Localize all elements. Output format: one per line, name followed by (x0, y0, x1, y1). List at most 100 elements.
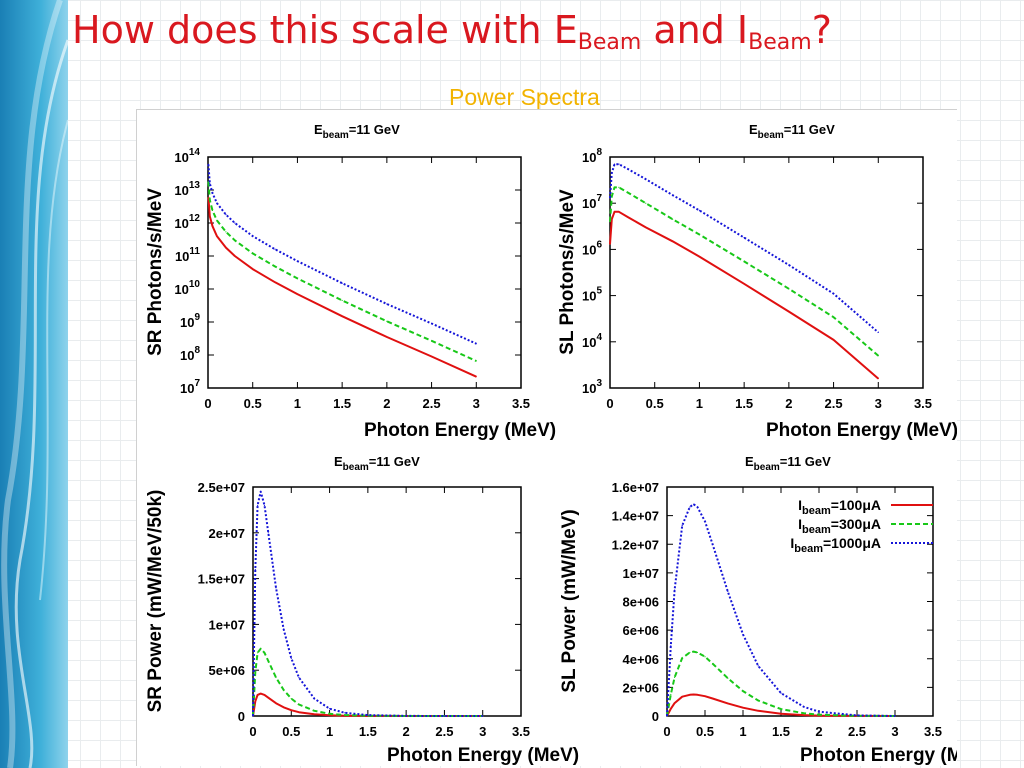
x-tick-label: 1.5 (772, 724, 790, 739)
data-point-red (627, 216, 629, 218)
data-point-red (274, 281, 276, 283)
series-line-blue (252, 490, 483, 717)
y-tick-base: 10 (582, 289, 596, 304)
data-point-red (645, 226, 647, 228)
legend-label-rest: =100μA (831, 497, 881, 513)
x-tick-label: 0.5 (282, 724, 300, 739)
data-point-blue (211, 192, 214, 194)
x-tick-label: 3.5 (914, 396, 932, 411)
data-point-blue (313, 697, 315, 700)
legend-label-sub: beam (802, 505, 831, 517)
legend-label: Ibeam=100μA (798, 497, 881, 517)
data-point-red (743, 283, 745, 285)
y-tick-label: 1.4e+07 (612, 509, 659, 524)
data-point-green (609, 220, 611, 223)
y-tick-label: 106 (582, 239, 602, 257)
data-point-blue (613, 163, 616, 165)
legend-label-main: I (798, 516, 802, 532)
slide-title: How does this scale with EBeam and IBeam… (72, 8, 832, 55)
panel-title: Ebeam=11 GeV (334, 454, 420, 473)
data-point-red (611, 218, 613, 220)
data-point-green (252, 252, 254, 254)
panel-title-main: E (749, 122, 758, 137)
series-line-red (207, 197, 477, 378)
x-tick-label: 2.5 (848, 724, 866, 739)
decorative-wave-band (0, 0, 68, 768)
data-point-blue (252, 715, 254, 717)
data-point-red (672, 240, 674, 242)
data-point-green (344, 714, 346, 716)
panel-title-main: E (334, 454, 343, 469)
data-point-blue (274, 248, 276, 250)
y-tick-exponent: 13 (189, 180, 201, 191)
data-point-blue (267, 532, 269, 534)
x-tick-label: 3.5 (512, 724, 530, 739)
x-tick-label: 3 (473, 396, 480, 411)
data-point-blue (283, 628, 285, 630)
chart-panel-top-left: 0 0.5 1 1.5 2 2.5 3 3.5101410131012101110101091… (145, 122, 556, 441)
y-tick-label: 1.5e+07 (198, 572, 245, 587)
data-point-red (225, 246, 227, 249)
data-point-red (832, 339, 835, 341)
chart-panel-bottom-left: 0 0.5 1 1.5 2 2.5 3 3.5 2.5e+07 2e+07 1.5e+07 1e+07… (145, 454, 579, 766)
chart-panel-top-right: 0 0.5 1 1.5 2 2.5 3 3.5108107106105104103Ebeam=… (557, 122, 957, 441)
data-point-blue (263, 504, 266, 506)
y-tick-label: 104 (582, 332, 602, 350)
data-point-green (742, 690, 744, 692)
data-point-blue (405, 715, 407, 717)
x-tick-label: 0.5 (696, 724, 714, 739)
data-point-blue (894, 715, 896, 717)
x-tick-label: 3.5 (512, 396, 530, 411)
data-point-blue (698, 209, 701, 211)
y-tick-label: 0 (238, 709, 245, 724)
data-point-blue (674, 589, 676, 591)
x-tick-label: 2 (383, 396, 390, 411)
data-point-green (613, 186, 616, 188)
data-point-blue (618, 163, 620, 165)
data-point-green (211, 209, 214, 212)
data-point-green (298, 703, 300, 706)
y-tick-label: 8e+06 (622, 595, 659, 610)
y-tick-label: 2e+07 (208, 526, 245, 541)
data-point-green (780, 708, 782, 710)
panel-title: Ebeam=11 GeV (314, 122, 400, 141)
data-point-red (681, 696, 683, 698)
data-point-red (296, 293, 299, 295)
y-tick-base: 10 (174, 183, 188, 198)
panel-title-sub: beam (758, 130, 784, 141)
y-tick-label: 1010 (174, 279, 200, 297)
data-point-green (216, 219, 218, 221)
y-tick-label: 1.6e+07 (612, 480, 659, 495)
legend-label-sub: beam (802, 524, 831, 536)
data-point-blue (877, 331, 879, 333)
legend-label-main: I (798, 497, 802, 513)
data-point-red (263, 694, 266, 696)
x-tick-label: 2.5 (435, 724, 453, 739)
data-point-blue (386, 303, 388, 305)
series-line-red (609, 210, 879, 380)
legend-label: Ibeam=300μA (798, 516, 881, 536)
data-point-green (260, 648, 262, 650)
x-axis-label: Photon Energy (MeV) (364, 420, 556, 441)
y-axis-label: SR Photons/s/MeV (145, 188, 166, 356)
plot-frame (252, 486, 522, 717)
data-point-red (216, 235, 218, 237)
data-point-blue (712, 543, 714, 545)
data-point-green (275, 676, 277, 679)
power-spectra-figure: 0 0.5 1 1.5 2 2.5 3 3.5 1014 1013 1012 1011 1010 109 1… (136, 109, 957, 766)
data-point-blue (757, 665, 759, 667)
y-tick-label: 5e+06 (208, 663, 245, 678)
data-point-blue (298, 676, 300, 679)
data-point-blue (482, 715, 484, 717)
data-point-green (712, 663, 714, 665)
y-tick-base: 10 (582, 381, 596, 396)
data-point-red (704, 695, 706, 697)
series-line-green (252, 647, 483, 717)
data-point-red (430, 355, 433, 358)
data-point-green (267, 660, 269, 662)
data-point-red (618, 211, 620, 213)
x-tick-label: 0.5 (646, 396, 664, 411)
data-point-red (313, 713, 315, 715)
data-point-green (832, 316, 835, 318)
y-tick-label: 107 (180, 378, 200, 396)
